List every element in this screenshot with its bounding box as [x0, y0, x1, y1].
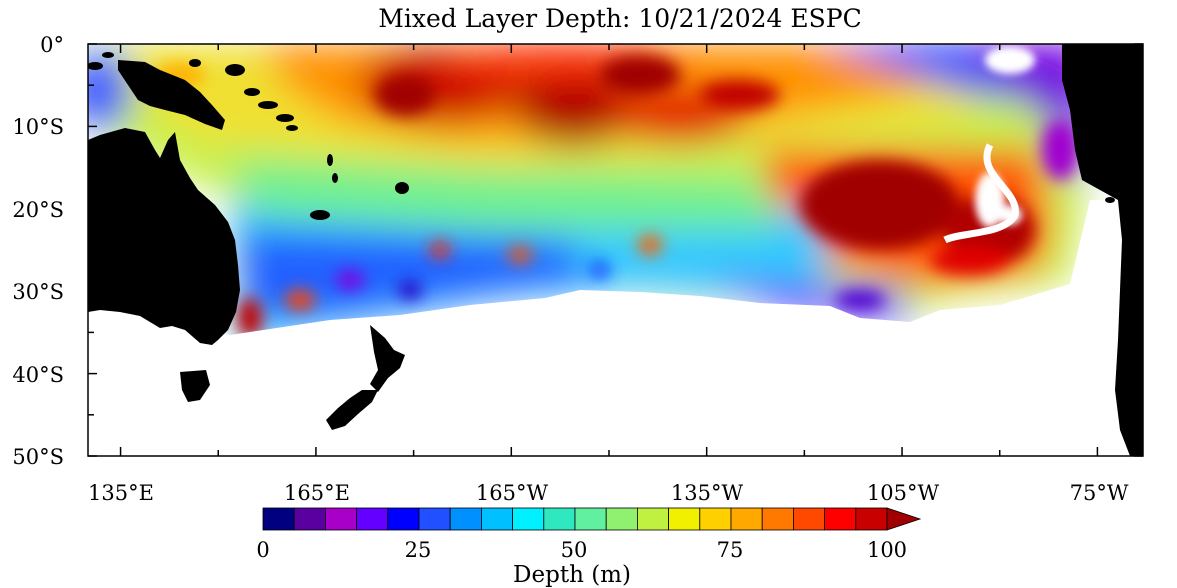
x-tick-label: 165°W	[476, 481, 549, 505]
colorbar-swatch	[699, 507, 732, 531]
colorbar-extend-arrow	[886, 507, 922, 531]
x-tick-label: 75°W	[1070, 481, 1129, 505]
y-axis-labels: 0° 10°S 20°S 30°S 40°S 50°S	[12, 33, 64, 469]
colorbar	[262, 507, 922, 531]
colorbar-swatch	[855, 507, 888, 531]
map-title: Mixed Layer Depth: 10/21/2024 ESPC	[378, 4, 861, 33]
depth-field	[88, 44, 1143, 456]
y-tick-label: 20°S	[12, 198, 64, 222]
colorbar-swatch	[574, 507, 607, 531]
nodata-features	[975, 46, 1035, 228]
colorbar-swatch	[387, 507, 420, 531]
x-axis-labels: 135°E 165°E 165°W 135°W 105°W 75°W	[88, 481, 1129, 505]
colorbar-tick-label: 75	[717, 538, 744, 562]
field-east-purple	[880, 44, 1085, 190]
colorbar-tick-label: 100	[867, 538, 907, 562]
colorbar-swatch	[449, 507, 482, 531]
land-tasmania	[180, 370, 210, 402]
land-australia	[88, 128, 240, 345]
land-new-guinea	[118, 60, 225, 130]
colorbar-title: Depth (m)	[513, 562, 631, 588]
axis-ticks	[88, 43, 1143, 457]
colorbar-swatch	[480, 507, 513, 531]
land-south-america	[1062, 44, 1143, 456]
colorbar-tick-labels: 0 25 50 75 100	[256, 538, 907, 562]
x-tick-label: 105°W	[867, 481, 940, 505]
field-subtropical-green	[230, 160, 780, 230]
colorbar-swatch	[668, 507, 701, 531]
y-tick-label: 0°	[40, 33, 64, 57]
colorbar-tick-label: 0	[256, 538, 269, 562]
x-tick-label: 165°E	[284, 481, 350, 505]
colorbar-swatch	[512, 507, 545, 531]
y-tick-label: 10°S	[12, 115, 64, 139]
colorbar-swatch	[793, 507, 826, 531]
colorbar-swatch	[262, 507, 295, 531]
colorbar-tick-label: 25	[405, 538, 432, 562]
land-nz-north	[370, 325, 405, 392]
colorbar-swatch	[761, 507, 794, 531]
y-tick-label: 50°S	[12, 445, 64, 469]
colorbar-swatch	[543, 507, 576, 531]
southern-nodata	[88, 200, 1143, 456]
colorbar-swatch	[605, 507, 638, 531]
land-nz-south	[326, 390, 378, 430]
y-tick-label: 30°S	[12, 280, 64, 304]
field-east-blue	[820, 44, 1020, 100]
colorbar-swatch	[637, 507, 670, 531]
land-masses	[88, 44, 1143, 456]
y-tick-label: 40°S	[12, 363, 64, 387]
colorbar-swatch	[418, 507, 451, 531]
colorbar-swatch	[824, 507, 857, 531]
colorbar-swatch	[730, 507, 763, 531]
colorbar-swatch	[293, 507, 326, 531]
colorbar-tick-label: 50	[561, 538, 588, 562]
x-tick-label: 135°W	[671, 481, 744, 505]
x-tick-label: 135°E	[88, 481, 154, 505]
colorbar-swatch	[324, 507, 357, 531]
colorbar-swatch	[356, 507, 389, 531]
